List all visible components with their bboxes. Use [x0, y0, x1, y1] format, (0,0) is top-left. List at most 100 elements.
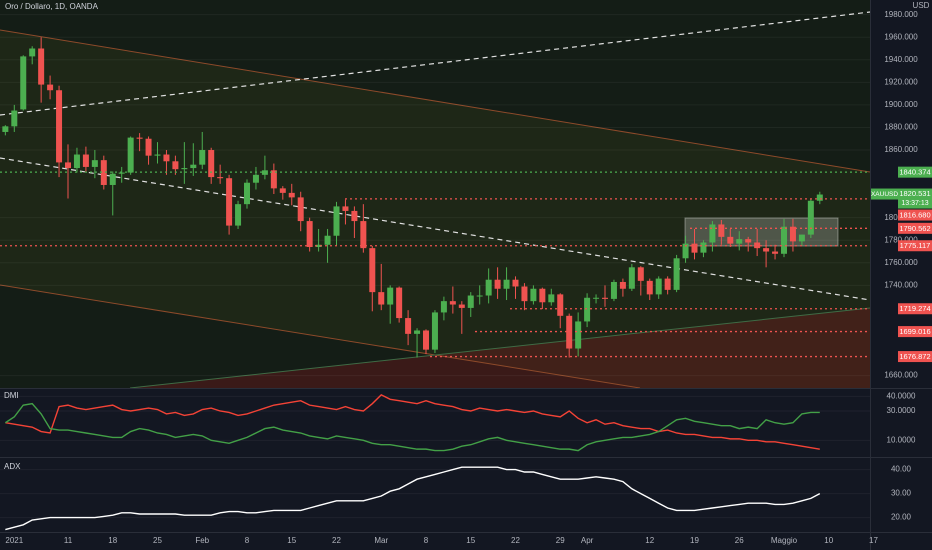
candle-body — [56, 90, 63, 163]
candle-body — [172, 161, 179, 170]
level-label: 1790.562 — [899, 224, 930, 233]
trend-dashed-lower — [0, 157, 871, 301]
y-tick-label: 1760.000 — [884, 258, 918, 267]
candle-body — [65, 162, 71, 169]
x-tick-label: 8 — [245, 536, 250, 545]
last-price-label: 1820.531 — [899, 189, 930, 198]
candle-body — [217, 177, 224, 179]
candle-body — [270, 170, 277, 189]
level-label-box — [898, 351, 932, 363]
candle-body — [431, 312, 438, 350]
candle-body — [610, 281, 617, 299]
candle-body — [190, 164, 197, 169]
candle-body — [2, 126, 9, 132]
candle-body — [807, 200, 814, 235]
candle-body — [548, 294, 555, 303]
candle-body — [306, 221, 313, 248]
x-tick-label: 19 — [690, 536, 699, 545]
candle-body — [449, 301, 456, 305]
indicator-line — [5, 394, 820, 450]
indicator-line — [5, 466, 821, 531]
candle-body — [109, 173, 116, 185]
x-tick-label: 2021 — [5, 536, 23, 545]
y-tick-label: 1920.000 — [884, 77, 918, 86]
candle-body — [73, 154, 80, 169]
candle-body — [628, 267, 635, 289]
candle-body — [199, 150, 206, 165]
candle-body — [745, 239, 752, 243]
y-tick-label: 40.0000 — [887, 391, 916, 400]
candle-body — [423, 330, 429, 350]
level-label: 1816.680 — [899, 211, 930, 220]
y-tick-label: 1740.000 — [884, 280, 918, 289]
candle-body — [476, 295, 483, 297]
candle-body — [279, 188, 286, 193]
candle-body — [584, 297, 591, 322]
candle-body — [315, 244, 322, 248]
candle-body — [440, 301, 447, 313]
y-tick-label: 10.0000 — [887, 435, 916, 444]
candle-body — [20, 56, 27, 110]
marks — [0, 37, 870, 531]
candle-body — [145, 138, 152, 156]
candle-body — [118, 172, 125, 174]
x-tick-label: 22 — [332, 536, 341, 545]
candle-body — [360, 221, 367, 249]
candle-body — [781, 226, 787, 254]
candle-body — [727, 236, 734, 244]
symbol-label: XAUUSD — [871, 191, 898, 198]
candle-body — [816, 194, 823, 201]
range-box — [684, 217, 839, 247]
x-tick-label: Maggio — [771, 536, 798, 545]
candle-body — [646, 280, 653, 295]
y-tick-label: 1900.000 — [884, 100, 918, 109]
candle-body — [11, 110, 18, 127]
level-label: 1775.117 — [900, 241, 931, 250]
level-label-box — [898, 209, 932, 221]
pane-title: ADX — [4, 462, 21, 471]
candle-body — [458, 304, 465, 308]
candle-body — [297, 197, 304, 222]
candle-body — [709, 224, 716, 243]
x-tick-label: Mar — [374, 536, 388, 545]
candle-body — [351, 210, 358, 222]
candle-body — [127, 137, 134, 173]
candle-body — [593, 297, 600, 299]
candle-body — [414, 330, 421, 334]
candle-body — [235, 204, 242, 226]
x-tick-label: 11 — [64, 536, 73, 545]
y-tick-label: 1780.000 — [884, 235, 918, 244]
candle-body — [557, 294, 564, 316]
level-label-box — [898, 166, 932, 178]
candle-body — [566, 315, 573, 349]
candle-body — [47, 84, 54, 91]
candle-body — [664, 278, 671, 290]
candle-body — [261, 170, 268, 175]
candle-body — [637, 267, 644, 281]
channel-lower — [0, 284, 641, 389]
candle-body — [575, 321, 582, 349]
candle-body — [252, 174, 259, 183]
candle-body — [619, 281, 626, 289]
candle-body — [700, 242, 707, 253]
candle-body — [342, 206, 349, 211]
y-tick-label: 30.00 — [891, 489, 912, 498]
candle-body — [396, 287, 403, 319]
x-tick-label: Feb — [195, 536, 209, 545]
candle-body — [512, 279, 519, 287]
y-tick-label: 1880.000 — [884, 123, 918, 132]
level-label: 1676.872 — [899, 352, 930, 361]
trend-dashed-upper — [0, 11, 871, 116]
candle-body — [38, 48, 45, 85]
x-tick-label: 12 — [645, 536, 654, 545]
channel-upper — [0, 29, 871, 173]
candle-body — [655, 278, 662, 295]
candle-body — [503, 279, 510, 289]
y-tick-label: 1940.000 — [884, 55, 918, 64]
candle-body — [208, 150, 215, 178]
grid — [0, 14, 870, 519]
candle-body — [333, 206, 340, 236]
candle-body — [154, 154, 161, 156]
indicator-line — [4, 402, 820, 452]
